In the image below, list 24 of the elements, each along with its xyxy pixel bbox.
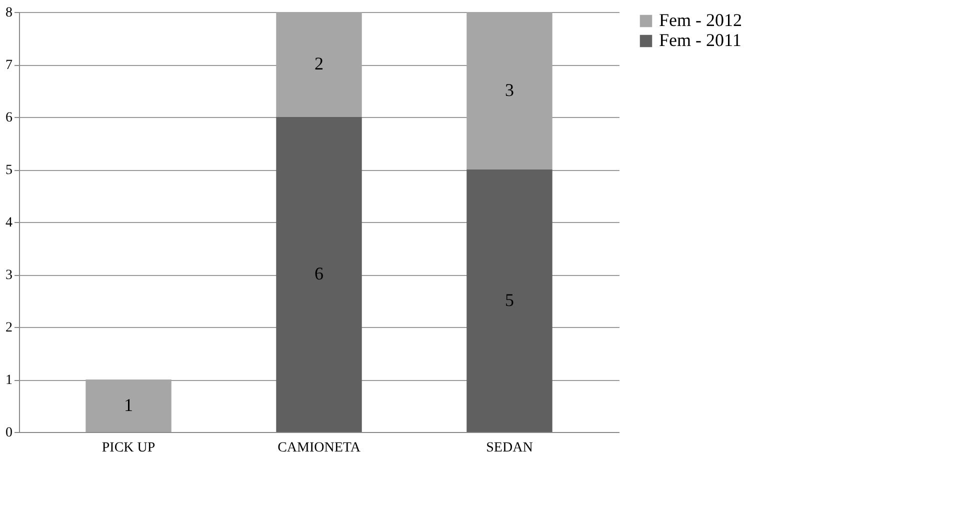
data-label: 3 [504,80,514,100]
y-tick-label: 5 [6,163,12,178]
x-tick-label: PICK UP [102,440,156,456]
data-label: 1 [124,394,134,415]
bar [86,380,172,432]
y-tick-label: 4 [6,216,12,230]
bar [466,170,552,432]
y-tick-label: 1 [6,373,12,388]
y-tick-label: 6 [6,110,12,126]
y-tick-label: 8 [6,6,12,20]
x-tick-label: SEDAN [486,440,533,456]
y-tick-label: 7 [6,58,12,73]
x-tick-label: CAMIONETA [278,440,362,456]
bar [466,12,552,170]
data-label: 6 [314,264,324,284]
data-label: 2 [314,54,324,74]
legend-label: Fem - 2011 [659,30,742,50]
bar [276,12,362,117]
y-tick-label: 3 [6,268,12,283]
y-tick-label: 2 [6,320,12,336]
data-label: 5 [504,290,514,310]
y-tick-label: 0 [6,426,12,440]
bar [276,117,362,432]
legend-label: Fem - 2012 [659,10,742,30]
